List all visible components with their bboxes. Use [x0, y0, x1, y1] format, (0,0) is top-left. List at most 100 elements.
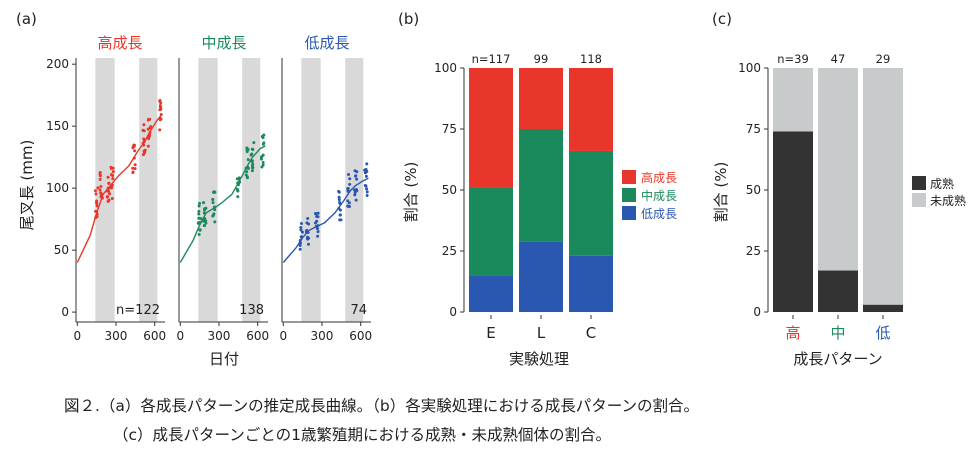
- x-tick-label: 0: [279, 329, 287, 343]
- shaded-band: [139, 58, 158, 322]
- data-point: [142, 137, 146, 141]
- data-point: [249, 159, 253, 163]
- data-point: [133, 167, 137, 171]
- data-point: [99, 195, 103, 199]
- y-tick-label: 100: [434, 61, 457, 75]
- data-point: [133, 149, 137, 153]
- bar-segment: [519, 129, 563, 242]
- legend-label-mature: 成熟: [930, 176, 954, 191]
- data-point: [93, 189, 97, 193]
- data-point: [245, 146, 249, 150]
- data-point: [110, 183, 114, 187]
- bar-segment: [569, 150, 613, 256]
- data-point: [202, 201, 206, 205]
- data-point: [306, 216, 310, 220]
- data-point: [250, 169, 254, 173]
- data-point: [212, 190, 216, 194]
- data-point: [307, 242, 311, 246]
- panel-a-subplot-high: 高成長 n=122 0 300 600: [73, 34, 166, 343]
- data-point: [337, 195, 341, 199]
- bar-segment: [469, 275, 513, 312]
- data-point: [316, 230, 320, 234]
- data-point: [198, 220, 202, 224]
- data-point: [95, 201, 99, 205]
- panel-c-xlabel: 成長パターン: [793, 350, 882, 368]
- x-tick-label: E: [486, 324, 495, 342]
- data-point: [299, 235, 303, 239]
- x-tick-label: C: [586, 324, 596, 342]
- n-label: 99: [534, 52, 549, 66]
- data-point: [261, 160, 265, 164]
- panel-c-label: (c): [712, 10, 732, 28]
- data-point: [260, 155, 264, 159]
- shaded-band: [301, 58, 321, 322]
- legend-swatch-high: [622, 170, 636, 184]
- data-point: [94, 192, 98, 196]
- x-tick-label: L: [537, 324, 546, 342]
- data-point: [109, 186, 113, 190]
- n-label: 47: [831, 52, 846, 66]
- data-point: [353, 190, 357, 194]
- data-point: [197, 233, 201, 237]
- data-point: [142, 123, 146, 127]
- data-point: [354, 174, 358, 178]
- x-tick-label: 300: [208, 329, 231, 343]
- bar-segment: [569, 255, 613, 312]
- x-tick-label: 0: [73, 329, 81, 343]
- data-point: [304, 230, 308, 234]
- data-point: [142, 139, 146, 143]
- data-point: [197, 209, 201, 213]
- data-point: [339, 218, 343, 222]
- data-point: [132, 144, 136, 148]
- data-point: [111, 177, 115, 181]
- data-point: [347, 201, 351, 205]
- data-point: [305, 221, 309, 225]
- bar-segment: [773, 68, 813, 132]
- data-point: [364, 184, 368, 188]
- data-point: [298, 247, 302, 251]
- data-point: [365, 162, 369, 166]
- y-tick-label: 200: [46, 57, 69, 71]
- panel-b-ylabel: 割合 (%): [402, 162, 420, 223]
- data-point: [203, 207, 207, 211]
- data-point: [338, 213, 342, 217]
- growth-curve: [282, 177, 369, 263]
- data-point: [131, 171, 135, 175]
- data-point: [237, 176, 241, 180]
- data-point: [353, 169, 357, 173]
- y-tick-label: 25: [746, 244, 761, 258]
- caption-line-1: 図２.（a）各成長パターンの推定成長曲線。（b）各実験処理における成長パターンの…: [64, 397, 699, 415]
- data-point: [106, 188, 110, 192]
- bar-segment: [469, 187, 513, 276]
- bar-segment: [863, 68, 903, 305]
- panel-a-n-high: n=122: [116, 303, 160, 318]
- bar-segment: [863, 304, 903, 312]
- y-tick-label: 75: [442, 122, 457, 136]
- data-point: [108, 192, 112, 196]
- data-point: [337, 198, 341, 202]
- panel-a-y-axis: 0 50 100 150 200: [46, 57, 76, 319]
- data-point: [99, 191, 103, 195]
- panel-a-n-low: 74: [350, 303, 367, 318]
- data-point: [111, 174, 115, 178]
- bar-segment: [818, 270, 858, 312]
- data-point: [346, 187, 350, 191]
- data-point: [316, 215, 320, 219]
- legend-swatch-mature: [912, 176, 926, 190]
- data-point: [213, 220, 217, 224]
- legend-swatch-mid: [622, 188, 636, 202]
- data-point: [133, 163, 137, 167]
- growth-curve: [179, 145, 266, 263]
- data-point: [354, 188, 358, 192]
- panel-a-xlabel: 日付: [209, 350, 239, 368]
- data-point: [148, 133, 152, 137]
- x-tick-label: 0: [176, 329, 184, 343]
- data-point: [146, 144, 150, 148]
- data-point: [364, 174, 368, 178]
- data-point: [159, 101, 163, 105]
- data-point: [346, 204, 350, 208]
- panel-a-ylabel: 尾叉長 (mm): [18, 140, 36, 231]
- panel-a-subplot-mid: 中成長 138 0 300 600: [176, 34, 269, 343]
- bar-segment: [519, 241, 563, 312]
- data-point: [146, 127, 150, 131]
